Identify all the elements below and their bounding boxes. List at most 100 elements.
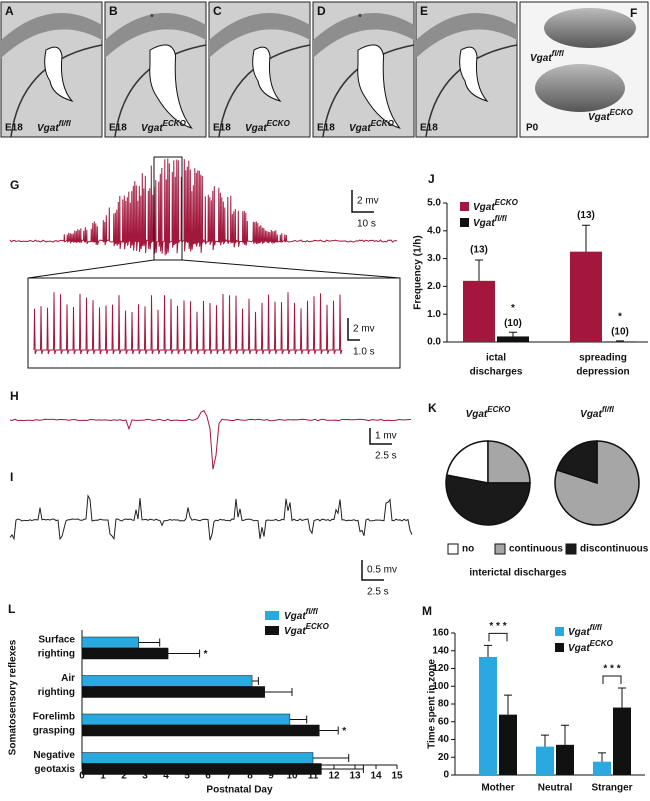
scale-bar: [369, 428, 392, 445]
bar: [81, 686, 265, 698]
error-bar: [509, 331, 517, 337]
age-label: E18: [420, 123, 438, 134]
x-tick-label: Neutral: [538, 783, 573, 794]
y-axis-label: Time spent in zone: [427, 659, 438, 749]
error-bar: [168, 649, 201, 658]
significance: * * *: [489, 621, 506, 632]
cortex-band: [209, 12, 310, 58]
red-asterisk: *: [358, 13, 362, 24]
bar: [81, 675, 253, 687]
eeg-trace-i: [9, 494, 413, 541]
inset-box: [27, 277, 401, 369]
y-tick-label: 120: [432, 663, 449, 674]
pie-slice: [556, 440, 598, 485]
error-bar: [319, 726, 339, 735]
y-axis-label: Frequency (1/h): [413, 235, 424, 309]
age-label: P0: [526, 123, 539, 134]
legend-label: no: [462, 544, 474, 555]
genotype-superscript: ECKO: [267, 119, 291, 128]
genotype-name: Vgat: [568, 643, 590, 654]
pie-slice: [487, 440, 531, 484]
ventricle: [44, 46, 74, 102]
genotype-label: VgatECKO: [245, 119, 291, 134]
genotype-superscript: ECKO: [590, 639, 614, 648]
zoom-line: [27, 259, 155, 279]
significance: *: [342, 726, 346, 737]
eeg-trace-g: [9, 158, 398, 256]
error-bar: [504, 694, 512, 715]
panel-letter: B: [109, 4, 118, 18]
y-tick-label: 4.0: [427, 225, 441, 236]
genotype-superscript: fl/fl: [602, 405, 615, 414]
genotype-superscript: fl/fl: [495, 214, 508, 223]
x-tick-label: 11: [308, 771, 319, 782]
genotype-superscript: ECKO: [163, 119, 187, 128]
x-tick-label: spreading: [579, 353, 627, 364]
bracket: [602, 675, 622, 685]
panel-letter: I: [10, 470, 13, 484]
x-axis-label: Postnatal Day: [206, 785, 273, 796]
bar: [604, 341, 636, 342]
x-tick-label: 5: [184, 771, 190, 782]
significance: *: [511, 303, 515, 314]
legend-swatch: [447, 543, 459, 555]
genotype-name: Vgat: [466, 409, 488, 420]
genotype-name: Vgat: [284, 626, 306, 637]
n-label: (10): [504, 318, 522, 329]
red-asterisk: *: [150, 13, 154, 24]
legend-swatch: [555, 643, 564, 652]
error-bar: [289, 715, 308, 724]
x-tick-label: ictal: [486, 353, 506, 364]
genotype-name: Vgat: [473, 202, 495, 213]
legend-swatch: [265, 626, 279, 635]
genotype-name: Vgat: [349, 123, 371, 134]
mouse-ecko: [535, 64, 625, 112]
error-bar: [616, 340, 624, 342]
bar: [81, 636, 139, 649]
panel-letter: M: [422, 604, 432, 618]
y-tick-label: righting: [38, 687, 75, 698]
bar: [570, 251, 602, 342]
x-tick-label: 12: [328, 771, 340, 782]
tissue-edge: [322, 44, 415, 138]
panel-letter: C: [213, 4, 222, 18]
y-tick-label: 100: [432, 681, 449, 692]
y-tick-label: Air: [61, 673, 75, 684]
y-tick-label: 60: [438, 716, 450, 727]
x-tick-label: 7: [226, 771, 232, 782]
significance: *: [204, 649, 208, 660]
scale-label: 10 s: [357, 219, 376, 230]
y-tick-label: 80: [438, 699, 450, 710]
legend-swatch: [460, 202, 469, 211]
panel-letter: E: [420, 4, 428, 18]
x-tick-label: 0: [79, 771, 85, 782]
y-tick-label: Forelimb: [33, 712, 75, 723]
cortex-band: [313, 12, 414, 58]
genotype-name: Vgat: [530, 53, 552, 64]
bar: [479, 656, 497, 775]
ventricle: [459, 46, 489, 102]
error-bar: [313, 754, 350, 762]
y-tick-label: 3.0: [427, 253, 441, 264]
y-tick-label: 1.0: [427, 309, 441, 320]
genotype-label: Vgatfl/fl: [568, 623, 602, 638]
pie-caption: interictal discharges: [469, 568, 567, 579]
bar: [81, 724, 320, 737]
genotype-name: Vgat: [141, 123, 163, 134]
ventricle: [252, 46, 282, 102]
genotype-name: Vgat: [568, 627, 590, 638]
genotype-label: Vgatfl/fl: [473, 214, 507, 229]
x-tick-label: 4: [163, 771, 169, 782]
error-bar: [252, 677, 259, 685]
y-tick-label: 40: [438, 734, 450, 745]
panel-letter: J: [428, 172, 435, 186]
error-bar: [138, 638, 161, 647]
age-label: E18: [317, 123, 335, 134]
scale-label: 2 mv: [357, 196, 379, 207]
bar: [463, 280, 495, 342]
bar: [81, 763, 322, 775]
x-tick-label: 10: [286, 771, 298, 782]
cortex-band: [416, 12, 517, 58]
bar: [613, 707, 631, 775]
